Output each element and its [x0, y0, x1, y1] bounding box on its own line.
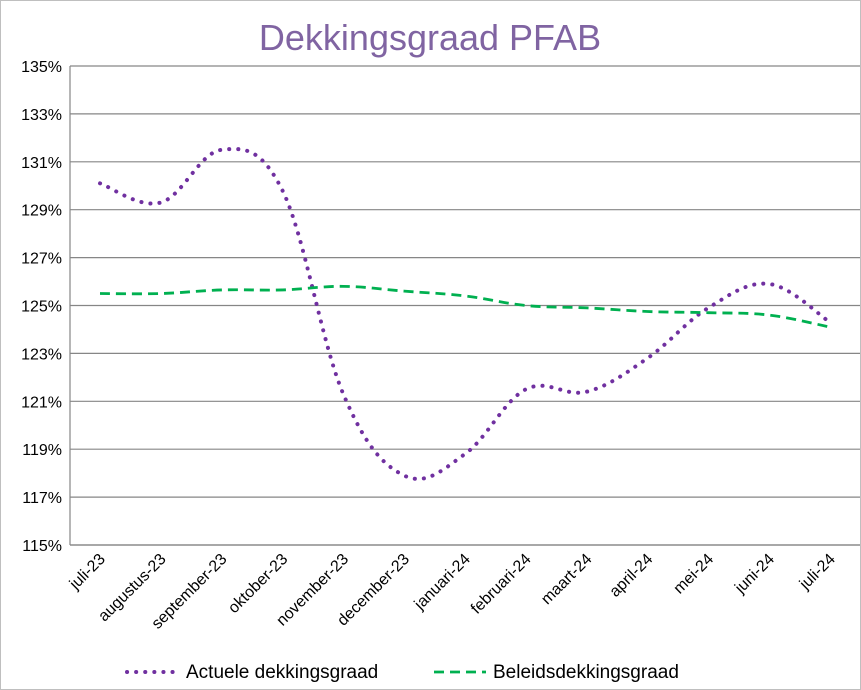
legend-label: Actuele dekkingsgraad	[186, 662, 378, 683]
y-tick-label: 135%	[21, 59, 62, 76]
y-axis-tick-labels: 115% 117% 119% 121% 123% 125% 127% 129% 131% 133%…	[21, 59, 62, 555]
series-line-1	[98, 147, 832, 481]
x-tick-label: juli-23	[66, 551, 109, 594]
x-tick-label: januari-24	[411, 551, 474, 614]
y-tick-label: 133%	[21, 107, 62, 124]
chart-title: Dekkingsgraad PFAB	[259, 17, 601, 58]
series-line-2	[99, 284, 831, 329]
y-tick-label: 129%	[21, 203, 62, 220]
y-tick-label: 131%	[21, 155, 62, 172]
gridlines	[70, 65, 860, 546]
y-tick-label: 127%	[21, 251, 62, 268]
legend: Actuele dekkingsgraad Beleidsdekkingsgraa…	[125, 662, 679, 683]
x-tick-label: februari-24	[468, 551, 535, 618]
x-tick-label: maart-24	[538, 551, 595, 608]
x-tick-label: mei-24	[671, 551, 718, 598]
legend-label: Beleidsdekkingsgraad	[493, 662, 679, 683]
y-tick-label: 117%	[22, 490, 62, 507]
y-tick-label: 123%	[21, 346, 62, 363]
y-tick-label: 119%	[22, 442, 62, 459]
x-axis-tick-labels: juli-23augustus-23september-23oktober-23…	[66, 551, 839, 633]
y-tick-label: 121%	[21, 394, 62, 411]
y-tick-label: 125%	[21, 299, 62, 316]
data-series	[98, 147, 832, 481]
y-tick-label: 115%	[22, 538, 62, 555]
x-tick-label: oktober-23	[225, 551, 291, 617]
axes	[69, 66, 860, 546]
x-tick-label: juli-24	[796, 551, 839, 594]
x-tick-label: april-24	[607, 551, 657, 601]
x-tick-label: juni-24	[731, 551, 778, 598]
